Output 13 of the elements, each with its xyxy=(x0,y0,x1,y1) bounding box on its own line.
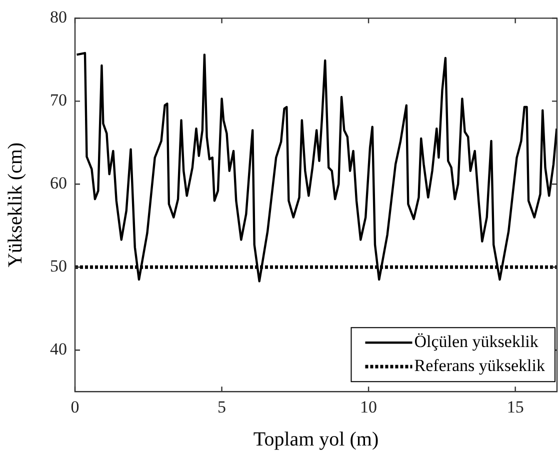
x-tick-label: 15 xyxy=(506,397,524,416)
legend-label: Ölçülen yükseklik xyxy=(414,332,539,352)
y-tick-label: 70 xyxy=(50,90,67,110)
y-tick-label: 50 xyxy=(50,256,67,276)
legend-label: Referans yükseklik xyxy=(414,356,546,376)
y-tick-label: 80 xyxy=(50,8,67,27)
x-tick-label: 0 xyxy=(70,397,80,416)
x-tick-label: 10 xyxy=(360,397,378,416)
y-tick-label: 60 xyxy=(50,174,67,193)
y-tick-label: 40 xyxy=(50,340,67,359)
y-axis-title: Yükseklik (cm) xyxy=(4,142,26,268)
x-tick-label: 5 xyxy=(218,397,226,416)
x-axis-title: Toplam yol (m) xyxy=(253,428,379,450)
